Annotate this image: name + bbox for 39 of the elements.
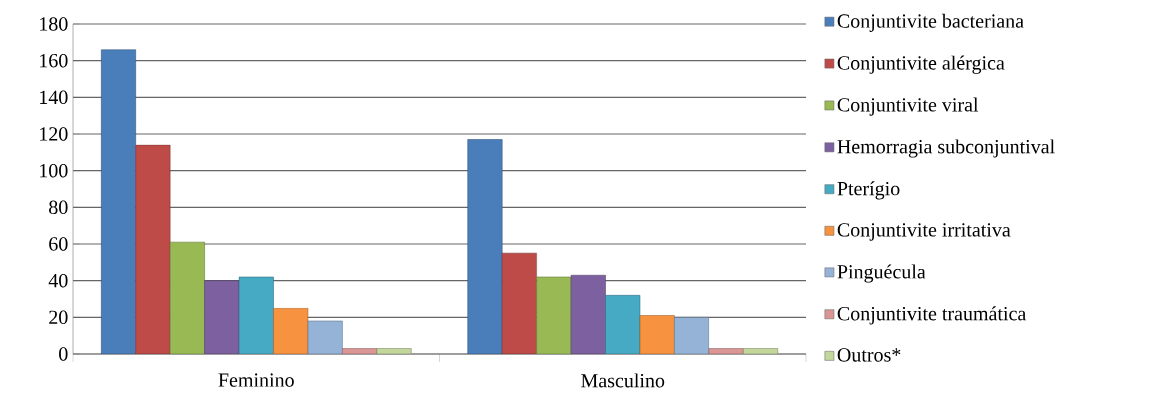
bar — [376, 348, 412, 354]
bar — [743, 348, 779, 354]
legend-label: Conjuntivite alérgica — [837, 55, 1005, 74]
x-tick-label: Masculino — [581, 373, 665, 388]
y-tick-label: 60 — [49, 237, 68, 251]
bar — [605, 295, 641, 354]
bar — [342, 348, 378, 354]
bar — [467, 139, 503, 354]
bar — [100, 49, 136, 354]
legend-label: Conjuntivite viral — [837, 97, 979, 116]
bar — [501, 252, 537, 354]
y-tick-label: 160 — [40, 53, 68, 68]
legend-label: Conjuntivite traumática — [837, 306, 1027, 325]
legend-label: Conjuntivite irritativa — [837, 223, 1011, 241]
bar — [570, 274, 606, 354]
bar — [238, 276, 274, 354]
legend-label: Pinguécula — [837, 264, 926, 283]
bar — [674, 317, 710, 354]
bar — [639, 315, 675, 354]
y-tick-label: 40 — [48, 273, 68, 288]
bar — [273, 307, 309, 354]
legend-label: Hemorragia subconjuntival — [837, 139, 1055, 158]
bar — [536, 276, 572, 354]
legend-label: Pterígio — [837, 181, 900, 200]
bar — [708, 348, 744, 354]
y-tick-label: 80 — [49, 200, 68, 215]
bar — [169, 241, 205, 354]
y-tick-label: 180 — [40, 17, 68, 31]
y-tick-label: 0 — [59, 347, 68, 361]
y-tick-label: 100 — [40, 163, 68, 178]
y-tick-label: 20 — [49, 310, 68, 325]
bar — [307, 320, 343, 354]
x-tick-label: Feminino — [218, 373, 294, 387]
legend-label: Outros* — [837, 348, 901, 362]
y-tick-label: 120 — [40, 127, 68, 141]
bar — [204, 280, 240, 354]
y-tick-label: 140 — [40, 90, 68, 105]
bar — [135, 144, 171, 354]
legend-label: Conjuntivite bacteriana — [837, 13, 1024, 32]
